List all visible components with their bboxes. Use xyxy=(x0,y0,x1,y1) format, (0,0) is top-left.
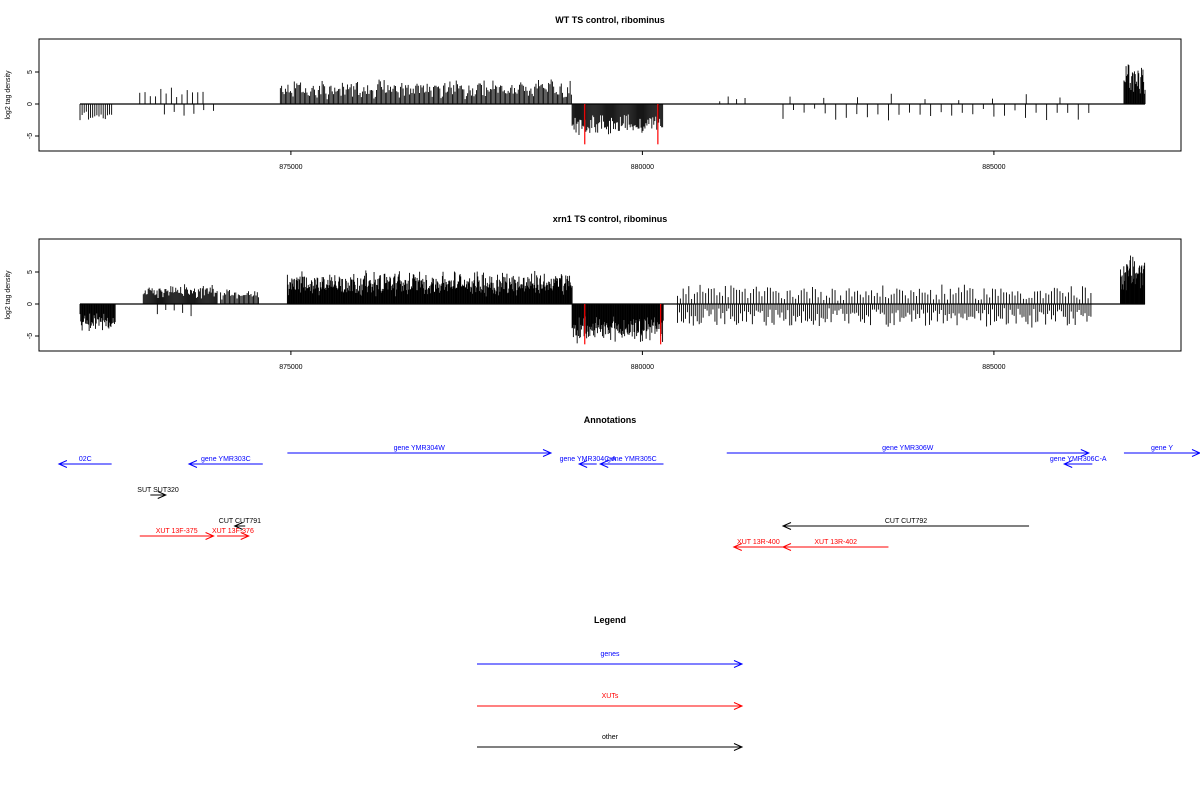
x-tick-label: 880000 xyxy=(631,364,654,371)
wt-track-title: WT TS control, ribominus xyxy=(555,15,665,25)
annotation-label: gene Y xyxy=(1151,445,1173,452)
xrn1-track-title: xrn1 TS control, ribominus xyxy=(553,214,668,224)
x-tick-label: 885000 xyxy=(982,164,1005,171)
xrn1-plot-frame xyxy=(38,238,1182,352)
arrow-head xyxy=(1080,449,1091,457)
wt-track-panel: WT TS control, ribominus log2 tag densit… xyxy=(5,15,1182,171)
legend-entry-arrow: genes xyxy=(477,651,744,668)
annotation-arrow: CUT CUT792 xyxy=(781,518,1030,530)
arrow-head xyxy=(733,660,744,668)
annotation-label: XUT 13R-400 xyxy=(737,539,780,546)
y-tick-label: 5 xyxy=(27,70,34,74)
xrn1-y-axis-label: log2 tag density xyxy=(5,270,12,320)
annotation-features: 02C gene YMR303C gene YMR304W gene YMR304C-… xyxy=(57,445,1200,551)
annotation-arrow: gene YMR305C xyxy=(598,456,664,468)
annotation-arrow: SUT SUT320 xyxy=(137,487,179,499)
x-tick-label: 875000 xyxy=(279,164,302,171)
annotation-label: XUT 13F-376 xyxy=(212,528,254,535)
x-tick-label: 880000 xyxy=(631,164,654,171)
wt-bars-group xyxy=(79,64,1146,145)
legend-entry-arrow: XUTs xyxy=(477,693,744,710)
annotation-label: XUT 13R-402 xyxy=(814,539,857,546)
annotation-arrow: gene YMR304W xyxy=(287,445,553,457)
annotation-arrow: XUT 13R-402 xyxy=(781,539,889,551)
annotation-arrow: gene YMR306W xyxy=(726,445,1091,457)
x-tick-label: 885000 xyxy=(982,364,1005,371)
annotation-arrow: gene Y xyxy=(1123,445,1200,457)
legend-entry-arrow: other xyxy=(477,734,744,751)
arrow-head xyxy=(240,532,250,540)
x-tick-label: 875000 xyxy=(279,364,302,371)
annotation-arrow: gene YMR304C-A xyxy=(560,456,617,468)
wt-plot-frame xyxy=(38,38,1182,152)
annotation-arrow: 02C xyxy=(57,456,112,468)
wt-y-axis-label: log2 tag density xyxy=(5,70,12,120)
y-tick-label: -5 xyxy=(27,133,34,139)
xrn1-bars-group xyxy=(79,255,1146,345)
annotation-label: 02C xyxy=(79,456,92,463)
arrow-head xyxy=(598,460,609,468)
arrow-head xyxy=(732,543,742,551)
annotation-arrow: gene YMR306C-A xyxy=(1050,456,1107,468)
arrow-head xyxy=(733,702,744,710)
legend-title: Legend xyxy=(594,615,626,625)
xrn1-track-panel: xrn1 TS control, ribominus log2 tag dens… xyxy=(5,214,1182,371)
annotation-label: gene YMR305C xyxy=(607,456,657,463)
arrow-head xyxy=(577,460,588,468)
annotation-arrow: XUT 13F-376 xyxy=(212,528,254,540)
annotation-label: XUT 13F-375 xyxy=(156,528,198,535)
arrow-head xyxy=(205,532,215,540)
arrow-head xyxy=(733,743,744,751)
annotation-label: gene YMR304W xyxy=(394,445,446,452)
annotation-label: gene YMR306W xyxy=(882,445,934,452)
arrow-head xyxy=(233,522,243,530)
y-tick-label: -5 xyxy=(27,333,34,339)
annotation-arrow: XUT 13F-375 xyxy=(139,528,215,540)
arrow-head xyxy=(542,449,553,457)
annotation-arrow: XUT 13R-400 xyxy=(732,539,783,551)
arrow-head xyxy=(1191,449,1200,457)
legend-entry-label: XUTs xyxy=(602,693,619,700)
arrow-head xyxy=(1062,460,1073,468)
arrow-head xyxy=(781,543,792,551)
y-tick-label: 0 xyxy=(27,102,34,106)
y-tick-label: 5 xyxy=(27,270,34,274)
annotation-arrow: CUT CUT791 xyxy=(219,518,261,530)
annotation-label: CUT CUT791 xyxy=(219,518,261,525)
y-tick-label: 0 xyxy=(27,302,34,306)
annotation-label: CUT CUT792 xyxy=(885,518,927,525)
arrow-head xyxy=(781,522,792,530)
annotations-title: Annotations xyxy=(584,415,637,425)
annotation-label: gene YMR306C-A xyxy=(1050,456,1107,463)
annotation-arrow: gene YMR303C xyxy=(187,456,263,468)
arrow-head xyxy=(187,460,198,468)
annotation-label: gene YMR304C-A xyxy=(560,456,617,463)
annotations-panel: Annotations 02C gene YMR303C gene YMR304W g… xyxy=(57,415,1200,551)
annotation-label: gene YMR303C xyxy=(201,456,251,463)
arrow-head xyxy=(157,491,168,499)
wt-axes-group: -5 0 5 875000 880000 885000 xyxy=(27,70,1006,171)
legend-entries: genes XUTs other xyxy=(477,651,744,751)
legend-entry-label: other xyxy=(602,734,619,741)
annotation-label: SUT SUT320 xyxy=(137,487,179,494)
legend-entry-label: genes xyxy=(600,651,620,658)
legend-panel: Legend genes XUTs other xyxy=(477,615,744,751)
xrn1-axes-group: -5 0 5 875000 880000 885000 xyxy=(27,270,1006,371)
arrow-head xyxy=(57,460,68,468)
